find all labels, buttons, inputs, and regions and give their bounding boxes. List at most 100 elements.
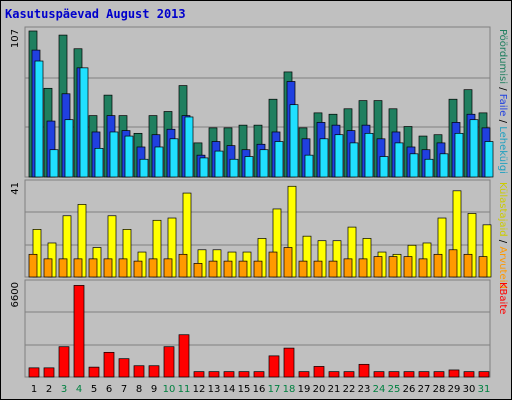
bar-middle-2-day-10	[163, 258, 173, 278]
bar-middle-2-day-15	[238, 260, 248, 278]
bar-middle-2-day-3	[58, 258, 68, 278]
bar-bottom-1-day-26	[403, 371, 415, 378]
x-tick-label-day-12: 12	[193, 384, 206, 395]
bar-bottom-1-day-27	[418, 371, 430, 378]
bar-top-3-day-17	[274, 141, 284, 178]
series-legend-bottom: KBaite	[497, 282, 508, 314]
bar-top-3-day-3	[64, 119, 74, 178]
bar-bottom-1-day-21	[328, 371, 340, 378]
bar-bottom-1-day-28	[433, 371, 445, 378]
x-tick-label-day-3: 3	[61, 384, 67, 395]
bar-top-3-day-18	[289, 104, 299, 178]
bar-bottom-1-day-2	[43, 367, 55, 378]
bar-top-3-day-16	[259, 149, 269, 178]
bar-bottom-1-day-9	[148, 365, 160, 378]
bar-bottom-1-day-22	[343, 371, 355, 378]
bar-bottom-1-day-24	[373, 371, 385, 378]
bar-middle-2-day-28	[433, 253, 443, 278]
bar-top-3-day-28	[439, 153, 449, 178]
series-legend-top: Pöördumisi / Faile / Lehekülgi	[497, 29, 508, 174]
bar-top-3-day-20	[319, 138, 329, 178]
bar-top-3-day-27	[424, 158, 434, 178]
bar-bottom-1-day-13	[208, 371, 220, 378]
bar-top-3-day-14	[229, 158, 239, 178]
x-tick-label-day-5: 5	[91, 384, 97, 395]
bar-middle-2-day-31	[478, 256, 488, 278]
ymax-label-top: 107	[10, 29, 21, 48]
x-tick-label-day-16: 16	[253, 384, 266, 395]
bar-middle-2-day-27	[418, 258, 428, 278]
bar-top-3-day-4	[79, 67, 89, 178]
bar-bottom-1-day-3	[58, 346, 70, 378]
series-legend-middle: Külastajaid / Arvuteid	[497, 182, 508, 289]
bar-bottom-1-day-20	[313, 366, 325, 378]
x-tick-label-day-24: 24	[373, 384, 386, 395]
bar-top-3-day-2	[49, 149, 59, 178]
bar-middle-2-day-25	[388, 256, 398, 278]
x-tick-label-day-22: 22	[343, 384, 356, 395]
x-tick-label-day-6: 6	[106, 384, 112, 395]
bar-top-3-day-26	[409, 153, 419, 178]
x-tick-label-day-19: 19	[298, 384, 311, 395]
bar-middle-2-day-18	[283, 247, 293, 278]
bar-top-3-day-24	[379, 156, 389, 178]
bar-bottom-1-day-1	[28, 367, 40, 378]
bar-middle-2-day-17	[268, 251, 278, 278]
bar-top-3-day-1	[34, 60, 44, 178]
x-tick-label-day-1: 1	[31, 384, 37, 395]
x-tick-label-day-14: 14	[223, 384, 236, 395]
bar-middle-2-day-20	[313, 260, 323, 278]
bar-top-3-day-7	[124, 135, 134, 178]
bar-top-3-day-23	[364, 132, 374, 178]
x-tick-label-day-8: 8	[136, 384, 142, 395]
bar-top-3-day-12	[199, 157, 209, 178]
bar-middle-2-day-6	[103, 258, 113, 278]
bar-bottom-1-day-17	[268, 355, 280, 378]
bar-middle-2-day-1	[28, 253, 38, 278]
bar-middle-2-day-5	[88, 258, 98, 278]
page-title: Kasutuspäevad August 2013	[5, 7, 186, 21]
bar-top-3-day-5	[94, 147, 104, 178]
bar-bottom-1-day-25	[388, 371, 400, 378]
bar-bottom-1-day-19	[298, 371, 310, 378]
x-tick-label-day-30: 30	[463, 384, 476, 395]
bar-middle-2-day-13	[208, 260, 218, 278]
bar-middle-2-day-24	[373, 256, 383, 278]
x-tick-label-day-21: 21	[328, 384, 341, 395]
bar-middle-2-day-29	[448, 249, 458, 278]
bar-top-3-day-10	[169, 138, 179, 178]
x-tick-label-day-20: 20	[313, 384, 326, 395]
bar-middle-2-day-21	[328, 260, 338, 278]
x-tick-label-day-11: 11	[178, 384, 191, 395]
bar-middle-2-day-9	[148, 258, 158, 278]
bar-bottom-1-day-5	[88, 366, 100, 378]
bar-bottom-1-day-12	[193, 371, 205, 378]
bar-middle-2-day-16	[253, 260, 263, 278]
bar-middle-2-day-12	[193, 263, 203, 278]
bar-bottom-1-day-15	[238, 371, 250, 378]
x-tick-label-day-17: 17	[268, 384, 281, 395]
bar-middle-2-day-23	[358, 258, 368, 278]
x-tick-label-day-13: 13	[208, 384, 221, 395]
bar-bottom-1-day-8	[133, 365, 145, 378]
bar-middle-2-day-19	[298, 260, 308, 278]
bar-bottom-1-day-29	[448, 369, 460, 378]
bar-top-3-day-6	[109, 131, 119, 178]
bar-bottom-1-day-23	[358, 363, 370, 378]
x-tick-label-day-15: 15	[238, 384, 251, 395]
bar-top-3-day-19	[304, 154, 314, 178]
x-tick-label-day-2: 2	[46, 384, 52, 395]
bar-middle-2-day-7	[118, 258, 128, 278]
bar-middle-2-day-30	[463, 253, 473, 278]
x-tick-label-day-10: 10	[163, 384, 176, 395]
bar-middle-2-day-22	[343, 258, 353, 278]
bar-middle-2-day-8	[133, 260, 143, 278]
bar-bottom-1-day-14	[223, 371, 235, 378]
bar-top-3-day-25	[394, 142, 404, 178]
bar-bottom-1-day-30	[463, 371, 475, 378]
x-tick-label-day-7: 7	[121, 384, 127, 395]
x-tick-label-day-25: 25	[388, 384, 401, 395]
bar-middle-2-day-11	[178, 253, 188, 278]
bar-top-3-day-31	[484, 141, 494, 178]
